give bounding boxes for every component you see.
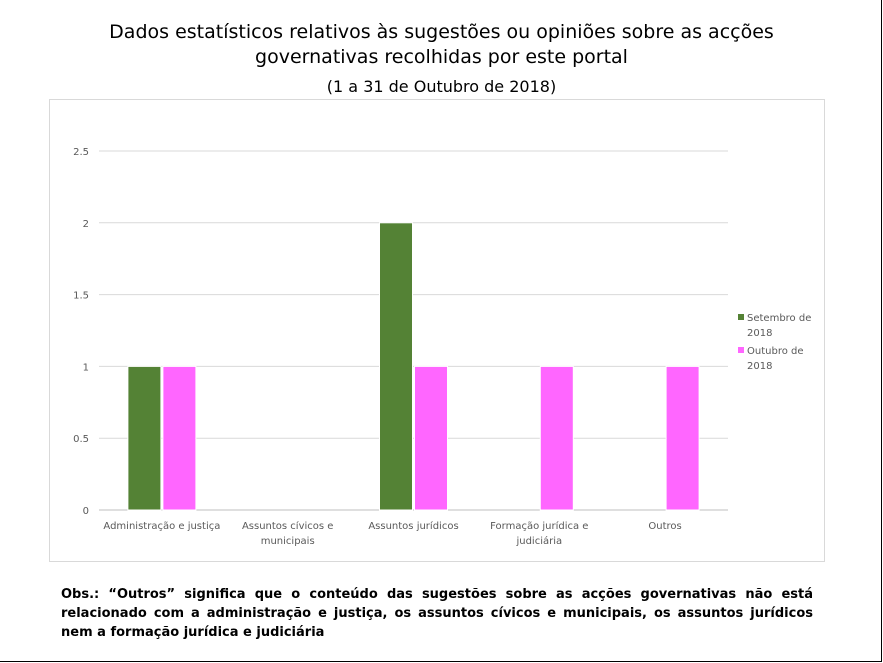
chart-area <box>49 99 825 562</box>
bar <box>665 365 700 511</box>
legend-label: Outubro de <box>747 346 804 357</box>
chart-subtitle: (1 a 31 de Outubro de 2018) <box>326 77 557 96</box>
legend-label: Setembro de <box>747 313 811 324</box>
chart-title-line-1: Dados estatísticos relativos às sugestõe… <box>109 21 774 43</box>
legend-label: 2018 <box>747 361 772 372</box>
y-tick-label: 2.5 <box>73 147 89 158</box>
x-category-label: Administração e justiça <box>103 521 220 532</box>
chart-title-line-2: governativas recolhidas por este portal <box>255 46 628 68</box>
y-tick-label: 1.5 <box>73 291 89 302</box>
x-category-label: municipais <box>261 536 315 547</box>
y-tick-label: 0 <box>83 506 89 517</box>
y-tick-label: 0.5 <box>73 434 89 445</box>
x-category-label: Assuntos jurídicos <box>368 520 458 532</box>
bar <box>414 365 448 511</box>
legend-label: 2018 <box>747 328 772 339</box>
x-category-label: Formação jurídica e <box>490 520 588 532</box>
bar <box>162 365 197 511</box>
bar <box>539 365 574 511</box>
bar <box>127 365 162 511</box>
legend-swatch <box>738 314 744 320</box>
y-tick-label: 1 <box>83 362 89 373</box>
x-category-label: Outros <box>648 521 681 532</box>
observation-note: Obs.: “Outros” significa que o conteúdo … <box>61 587 813 640</box>
x-category-label: Assuntos cívicos e <box>242 520 334 532</box>
legend-swatch <box>738 347 744 353</box>
chart-title: Dados estatísticos relativos às sugestõe… <box>0 20 883 70</box>
bar <box>379 222 413 511</box>
y-tick-label: 2 <box>83 219 89 230</box>
x-category-label: judiciária <box>515 535 562 547</box>
